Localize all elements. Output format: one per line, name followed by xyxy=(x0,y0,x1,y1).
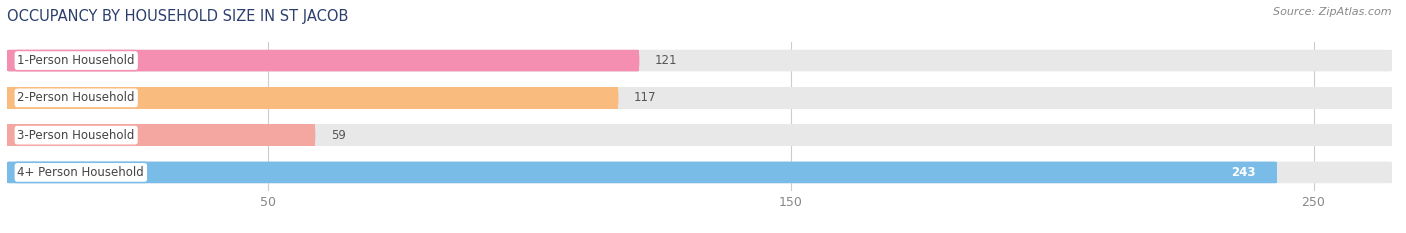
FancyBboxPatch shape xyxy=(7,50,1392,71)
Bar xyxy=(7,50,1392,71)
FancyBboxPatch shape xyxy=(7,162,1392,183)
FancyBboxPatch shape xyxy=(7,124,1392,146)
Text: OCCUPANCY BY HOUSEHOLD SIZE IN ST JACOB: OCCUPANCY BY HOUSEHOLD SIZE IN ST JACOB xyxy=(7,9,349,24)
Text: Source: ZipAtlas.com: Source: ZipAtlas.com xyxy=(1274,7,1392,17)
FancyBboxPatch shape xyxy=(7,87,619,109)
Bar xyxy=(7,87,1392,109)
Bar xyxy=(7,162,1392,183)
Bar xyxy=(7,50,640,71)
Bar xyxy=(7,162,1277,183)
Text: 243: 243 xyxy=(1232,166,1256,179)
Text: 3-Person Household: 3-Person Household xyxy=(17,129,135,142)
FancyBboxPatch shape xyxy=(7,124,315,146)
FancyBboxPatch shape xyxy=(7,50,640,71)
Text: 121: 121 xyxy=(655,54,678,67)
FancyBboxPatch shape xyxy=(7,162,1277,183)
Bar xyxy=(7,124,1392,146)
Text: 1-Person Household: 1-Person Household xyxy=(17,54,135,67)
Text: 117: 117 xyxy=(634,91,657,104)
Text: 4+ Person Household: 4+ Person Household xyxy=(17,166,145,179)
Bar xyxy=(7,87,619,109)
Text: 59: 59 xyxy=(330,129,346,142)
Bar xyxy=(7,124,315,146)
FancyBboxPatch shape xyxy=(7,87,1392,109)
Text: 2-Person Household: 2-Person Household xyxy=(17,91,135,104)
